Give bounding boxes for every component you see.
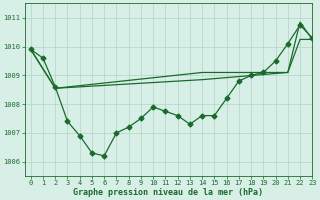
X-axis label: Graphe pression niveau de la mer (hPa): Graphe pression niveau de la mer (hPa) bbox=[74, 188, 263, 197]
